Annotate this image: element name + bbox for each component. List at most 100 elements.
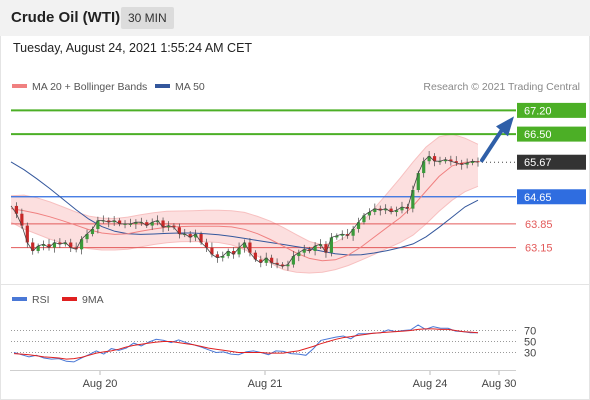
level-label-66-50-bg bbox=[517, 126, 586, 142]
candle-body bbox=[69, 242, 73, 248]
level-label-63-85: 63.85 bbox=[525, 219, 553, 231]
candle-body bbox=[286, 264, 290, 267]
candle-body bbox=[248, 242, 252, 253]
candle-body bbox=[356, 222, 361, 229]
candle-body bbox=[177, 227, 181, 235]
candle-body bbox=[427, 156, 431, 162]
candle-body bbox=[308, 249, 312, 251]
x-axis-ticks: Aug 20 Aug 21 Aug 24 Aug 30 bbox=[83, 371, 517, 390]
candle-body bbox=[384, 208, 388, 211]
candle-body bbox=[259, 259, 263, 263]
candle-body bbox=[432, 156, 437, 162]
candle-body bbox=[156, 220, 160, 223]
candle-body bbox=[367, 212, 371, 216]
candle-body bbox=[302, 249, 306, 253]
legend-swatch-9ma bbox=[62, 297, 77, 301]
candle-body bbox=[215, 254, 219, 258]
legend-swatch-rsi bbox=[12, 297, 27, 301]
candle-body bbox=[378, 208, 382, 211]
candle-body bbox=[318, 244, 323, 246]
candle-body bbox=[107, 220, 111, 223]
candle-body bbox=[85, 234, 89, 240]
candle-body bbox=[145, 222, 149, 226]
level-label-64-65-bg bbox=[517, 189, 586, 205]
candle-body bbox=[237, 247, 241, 255]
candle-body bbox=[346, 234, 350, 236]
candle-body bbox=[172, 225, 176, 228]
x-tick-label: Aug 20 bbox=[83, 378, 118, 390]
candle-body bbox=[166, 225, 171, 228]
price-line bbox=[10, 155, 479, 267]
candle-body bbox=[58, 242, 62, 245]
candle-body bbox=[242, 242, 247, 248]
copyright-text: Research © 2021 Trading Central bbox=[423, 81, 580, 93]
chart-datetime: Tuesday, August 24, 2021 1:55:24 AM CET bbox=[13, 41, 253, 55]
candle-body bbox=[134, 222, 138, 224]
candle-body bbox=[400, 206, 404, 211]
candle-body bbox=[63, 242, 67, 245]
candle-body bbox=[112, 220, 116, 223]
candle-body bbox=[123, 223, 127, 225]
ma20-line bbox=[10, 161, 479, 262]
candle-body bbox=[335, 235, 339, 238]
price-levels bbox=[11, 109, 516, 249]
level-label-66-50: 66.50 bbox=[524, 129, 552, 141]
candle-body bbox=[329, 237, 333, 253]
candle-body bbox=[280, 264, 285, 267]
rsi-level-label-50: 50 bbox=[524, 337, 536, 349]
rsi-level-label-70: 70 bbox=[524, 326, 536, 338]
candle-body bbox=[41, 244, 46, 246]
candle-body bbox=[313, 245, 317, 251]
timeframe-badge[interactable]: 30 MIN bbox=[121, 7, 174, 29]
level-label-63-15: 63.15 bbox=[525, 243, 553, 255]
candle-body bbox=[324, 244, 328, 253]
bollinger-upper-line bbox=[10, 133, 479, 246]
bollinger-band-fill bbox=[11, 134, 478, 273]
candle-body bbox=[226, 250, 230, 257]
candle-body bbox=[291, 256, 295, 265]
price-level-labels: 67.20 66.50 65.67 64.65 63.85 63.15 bbox=[517, 102, 586, 255]
level-label-65-67-bg bbox=[517, 154, 586, 170]
candle-body bbox=[52, 242, 57, 248]
legend-label-ma50: MA 50 bbox=[175, 81, 205, 93]
level-label-65-67: 65.67 bbox=[524, 157, 552, 169]
candle-body bbox=[411, 190, 415, 209]
candle-body bbox=[118, 220, 122, 224]
candle-body bbox=[25, 225, 29, 243]
candle-body bbox=[351, 228, 355, 236]
rsi-legend: RSI 9MA bbox=[12, 294, 104, 306]
level-label-67-20-bg bbox=[517, 102, 586, 118]
legend-label-9ma: 9MA bbox=[82, 294, 104, 306]
legend-swatch-ma20 bbox=[12, 84, 27, 88]
candle-body bbox=[449, 159, 453, 162]
forecast-arrow bbox=[480, 126, 505, 163]
candle-body bbox=[362, 215, 366, 223]
candle-body bbox=[422, 161, 426, 174]
candle-body bbox=[90, 228, 95, 235]
candle-body bbox=[31, 242, 35, 251]
x-tick-label: Aug 21 bbox=[248, 378, 283, 390]
candle-body bbox=[79, 239, 84, 250]
candle-body bbox=[389, 208, 393, 213]
candle-body bbox=[74, 247, 78, 250]
candle-body bbox=[438, 161, 442, 163]
candle-body bbox=[14, 205, 19, 214]
candle-body bbox=[96, 220, 100, 229]
candle-body bbox=[194, 234, 198, 238]
candle-body bbox=[36, 245, 40, 251]
x-tick-label: Aug 30 bbox=[482, 378, 517, 390]
level-label-64-65: 64.65 bbox=[524, 192, 552, 204]
legend-label-rsi: RSI bbox=[32, 294, 50, 306]
level-label-67-20: 67.20 bbox=[524, 105, 552, 117]
candle-body bbox=[476, 161, 480, 163]
candle-body bbox=[253, 252, 257, 260]
rsi-ma-line bbox=[13, 328, 479, 360]
candle-body bbox=[470, 161, 475, 163]
legend-label-ma20: MA 20 + Bollinger Bands bbox=[32, 81, 147, 93]
candle-body bbox=[161, 220, 165, 228]
rsi-level-label-30: 30 bbox=[524, 348, 536, 360]
candle-body bbox=[221, 256, 225, 258]
candle-body bbox=[454, 161, 458, 163]
